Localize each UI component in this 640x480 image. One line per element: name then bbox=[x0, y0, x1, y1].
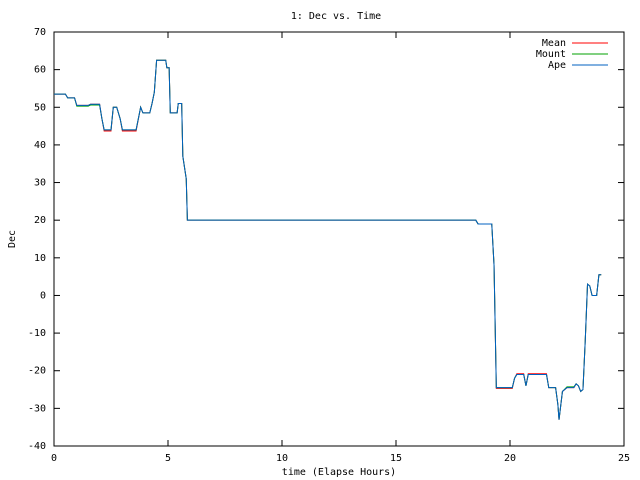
x-tick-label: 0 bbox=[51, 453, 57, 464]
y-tick-label: -30 bbox=[28, 403, 46, 414]
y-tick-label: 40 bbox=[34, 140, 46, 151]
x-tick-label: 10 bbox=[276, 453, 288, 464]
series-line bbox=[54, 59, 602, 420]
x-tick-label: 25 bbox=[618, 453, 630, 464]
y-tick-label: 60 bbox=[34, 65, 46, 76]
y-tick-label: -10 bbox=[28, 328, 46, 339]
legend-label: Mount bbox=[536, 49, 566, 60]
plot-frame bbox=[53, 31, 625, 447]
y-tick-label: 50 bbox=[34, 102, 46, 113]
x-tick-label: 5 bbox=[165, 453, 171, 464]
y-tick-label: 70 bbox=[34, 27, 46, 38]
y-tick-label: -20 bbox=[28, 366, 46, 377]
y-tick-label: 30 bbox=[34, 178, 46, 189]
y-tick-label: 20 bbox=[34, 215, 46, 226]
chart-title: 1: Dec vs. Time bbox=[291, 11, 381, 22]
series-line bbox=[54, 59, 602, 420]
y-axis-label: Dec bbox=[7, 230, 18, 248]
x-tick-label: 20 bbox=[504, 453, 516, 464]
series-line bbox=[54, 59, 602, 420]
y-tick-label: 10 bbox=[34, 253, 46, 264]
legend-label: Mean bbox=[542, 38, 566, 49]
legend-label: Ape bbox=[548, 60, 566, 71]
y-tick-label: 0 bbox=[40, 290, 46, 301]
x-axis-label: time (Elapse Hours) bbox=[282, 467, 396, 478]
x-tick-label: 15 bbox=[390, 453, 402, 464]
y-tick-label: -40 bbox=[28, 441, 46, 452]
